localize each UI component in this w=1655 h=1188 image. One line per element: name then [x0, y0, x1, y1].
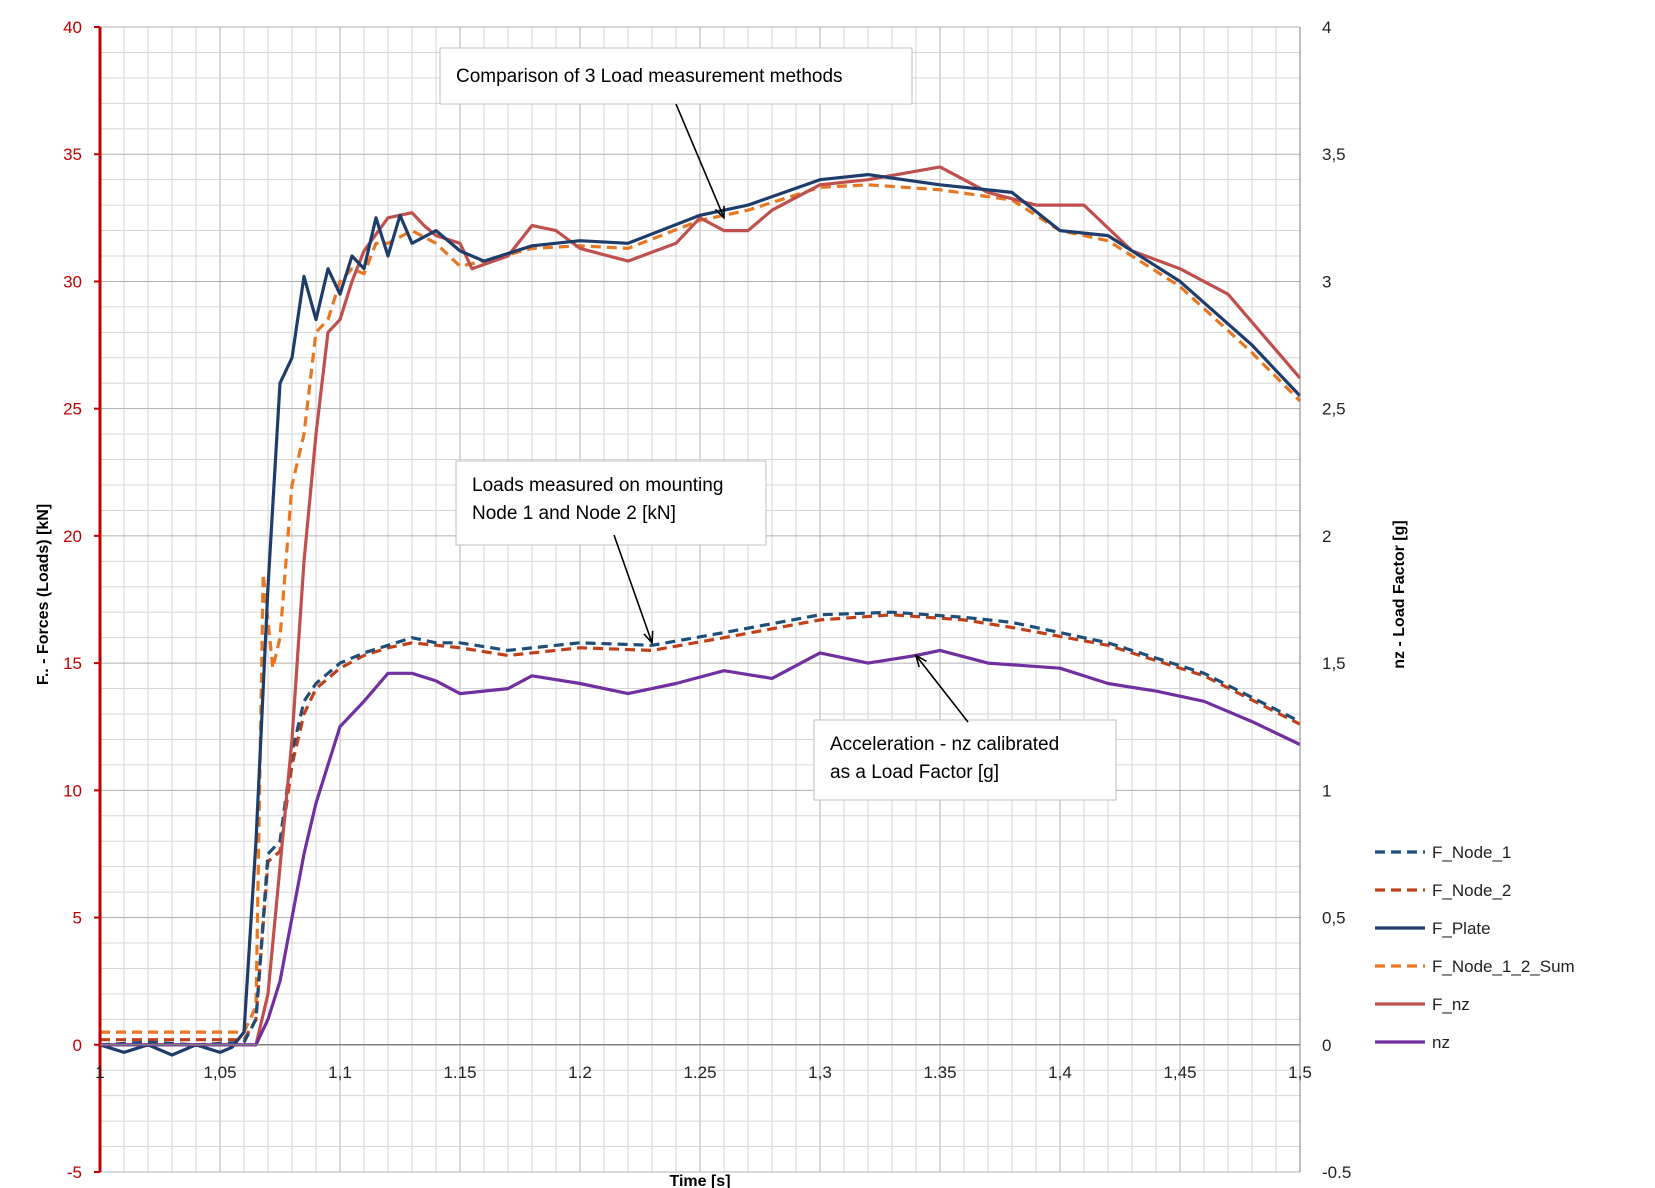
x-tick-label: 1.25 — [683, 1063, 716, 1082]
y-left-tick-label: 20 — [63, 527, 82, 546]
x-tick-label: 1,45 — [1163, 1063, 1196, 1082]
x-tick-label: 1,5 — [1288, 1063, 1312, 1082]
y-right-tick-label: 0,5 — [1322, 909, 1346, 928]
annotation-node-loads: Loads measured on mounting Node 1 and No… — [455, 460, 767, 546]
legend-label: F_Plate — [1432, 919, 1491, 938]
y-axis-left-title: F.. - Forces (Loads) [kN] — [35, 504, 52, 685]
x-tick-label: 1.35 — [923, 1063, 956, 1082]
y-left-tick-label: -5 — [67, 1163, 82, 1182]
annotation-arrow — [915, 654, 969, 723]
series-layer — [99, 165, 1302, 1057]
y-right-tick-label: 1 — [1322, 781, 1331, 800]
axes — [98, 27, 1301, 1172]
y-left-tick-label: 5 — [73, 909, 82, 928]
annotation-text: Loads measured on mounting — [472, 475, 723, 496]
y-right-tick-label: 3 — [1322, 272, 1331, 291]
x-tick-label: 1,05 — [203, 1063, 236, 1082]
legend-label: nz — [1432, 1033, 1450, 1052]
annotation-text: Acceleration - nz calibrated — [830, 734, 1059, 755]
annotation-text: Comparison of 3 Load measurement methods — [456, 66, 843, 87]
y-left-tick-label: 0 — [73, 1036, 82, 1055]
arrowhead-icon — [643, 630, 654, 645]
y-right-tick-label: 2,5 — [1322, 400, 1346, 419]
series-line-f-plate — [99, 173, 1302, 1057]
annotations: Comparison of 3 Load measurement methods… — [439, 47, 1117, 801]
y-left-tick-label: 10 — [63, 781, 82, 800]
y-axis-right-title: nz - Load Factor [g] — [1391, 520, 1408, 668]
legend-label: F_Node_1_2_Sum — [1432, 957, 1575, 976]
y-left-tick-label: 30 — [63, 272, 82, 291]
arrowhead-icon — [914, 653, 927, 668]
x-tick-label: 1.15 — [443, 1063, 476, 1082]
y-left-tick-label: 25 — [63, 400, 82, 419]
y-right-tick-label: 4 — [1322, 18, 1331, 37]
y-left-tick-label: 40 — [63, 18, 82, 37]
y-right-tick-label: 1,5 — [1322, 654, 1346, 673]
series-line-f-nz — [100, 165, 1302, 1047]
legend-item-f-node-1-2-sum: F_Node_1_2_Sum — [1375, 957, 1575, 976]
legend-label: F_nz — [1432, 995, 1470, 1014]
legend-item-nz: nz — [1375, 1033, 1450, 1052]
y-left-tick-label: 35 — [63, 145, 82, 164]
legend-item-f-nz: F_nz — [1375, 995, 1470, 1014]
legend-item-f-node-2: F_Node_2 — [1375, 881, 1511, 900]
series-line-nz — [100, 648, 1301, 1047]
legend: F_Node_1 F_Node_2 F_Plate F_Node_1_2_Sum… — [1375, 843, 1575, 1052]
x-tick-label: 1.2 — [568, 1063, 592, 1082]
x-tick-label: 1,3 — [808, 1063, 832, 1082]
y-right-tick-label: 2 — [1322, 527, 1331, 546]
y-left-tick-label: 15 — [63, 654, 82, 673]
annotation-text: Node 1 and Node 2 [kN] — [472, 503, 676, 524]
legend-label: F_Node_2 — [1432, 881, 1511, 900]
legend-item-f-plate: F_Plate — [1375, 919, 1491, 938]
x-tick-label: 1 — [95, 1063, 104, 1082]
annotation-arrow — [613, 534, 653, 644]
legend-label: F_Node_1 — [1432, 843, 1511, 862]
x-tick-label: 1,1 — [328, 1063, 352, 1082]
annotation-arrow — [675, 103, 725, 219]
annotation-text: as a Load Factor [g] — [830, 762, 999, 783]
tick-labels: 40 35 30 25 20 15 10 5 0 -5 4 3,5 3 2,5 2 1,5 1 0,5 0 -0.5 1… — [63, 18, 1351, 1182]
y-right-tick-label: 0 — [1322, 1036, 1331, 1055]
legend-item-f-node-1: F_Node_1 — [1375, 843, 1511, 862]
annotation-acceleration: Acceleration - nz calibrated as a Load F… — [813, 719, 1117, 801]
y-right-tick-label: -0.5 — [1322, 1163, 1351, 1182]
x-tick-label: 1,4 — [1048, 1063, 1072, 1082]
y-right-tick-label: 3,5 — [1322, 145, 1346, 164]
grid — [99, 26, 1301, 1173]
arrowhead-icon — [714, 205, 725, 220]
series-line-f-node-1 — [99, 610, 1301, 1047]
x-axis-title: Time [s] — [669, 1173, 730, 1188]
annotation-comparison: Comparison of 3 Load measurement methods — [439, 47, 913, 105]
